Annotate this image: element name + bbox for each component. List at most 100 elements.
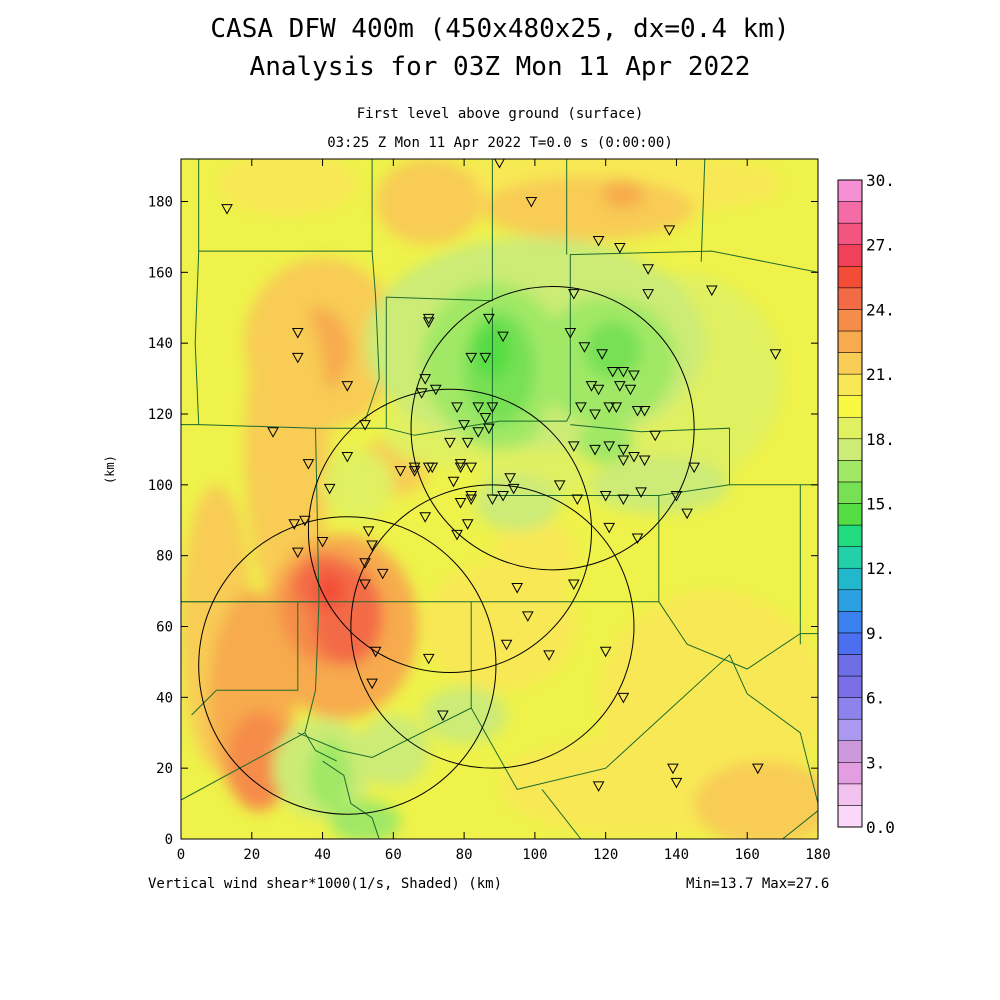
map-title: CASA DFW 400m (450x480x25, dx=0.4 km)	[210, 14, 790, 44]
shear-blob	[421, 562, 578, 691]
station-marker	[267, 427, 279, 438]
station-marker	[341, 381, 354, 392]
y-tick-label: 0	[165, 832, 173, 848]
station-marker	[494, 159, 505, 169]
colorbar-swatch	[837, 266, 863, 289]
station-marker	[376, 568, 389, 580]
colorbar-swatch	[837, 675, 863, 698]
station-marker	[221, 204, 233, 215]
colorbar-swatch	[837, 762, 863, 785]
station-marker	[670, 490, 683, 502]
station-marker	[635, 487, 647, 498]
station-marker	[394, 466, 407, 477]
colorbar-swatch	[837, 524, 863, 547]
colorbar-swatch	[837, 567, 863, 591]
shear-blob	[421, 686, 507, 744]
station-marker	[564, 328, 577, 339]
colorbar-label: 18.	[866, 430, 895, 449]
station-marker	[359, 558, 371, 569]
station-marker	[454, 462, 467, 474]
station-marker	[437, 710, 449, 722]
station-marker	[359, 579, 371, 591]
station-marker	[628, 452, 640, 463]
colorbar-swatch	[837, 222, 863, 245]
station-marker	[465, 490, 478, 502]
min-max-readout: Min=13.7 Max=27.6	[686, 876, 830, 892]
station-marker	[447, 476, 460, 488]
county-line	[386, 250, 818, 436]
station-marker	[483, 423, 495, 435]
colorbar-label: 30.	[866, 171, 895, 190]
station-marker	[521, 611, 534, 622]
colorbar-label: 0.0	[866, 818, 895, 837]
colorbar-swatch	[837, 654, 863, 677]
colorbar-label: 12.	[866, 559, 895, 578]
station-marker	[451, 402, 463, 413]
x-tick-label: 180	[805, 847, 830, 863]
station-marker	[610, 402, 623, 413]
plot-frame	[180, 158, 819, 840]
station-marker	[567, 441, 580, 452]
county-line	[315, 159, 493, 429]
station-marker	[624, 384, 637, 396]
county-boundaries	[181, 159, 818, 839]
station-marker	[511, 583, 524, 594]
station-marker	[769, 349, 782, 360]
station-marker	[422, 317, 435, 328]
station-marker	[486, 494, 499, 506]
station-marker	[667, 763, 679, 775]
station-marker	[606, 367, 619, 378]
station-marker	[751, 763, 764, 775]
station-marker	[497, 331, 509, 343]
shear-blob	[216, 159, 358, 216]
y-axis: 0 20 40 60 80 100 120 140 160 180	[148, 195, 818, 848]
colorbar-label: 24.	[866, 300, 895, 319]
station-marker	[631, 405, 644, 417]
station-marker	[422, 313, 435, 325]
station-marker	[507, 483, 520, 495]
station-marker	[486, 402, 499, 413]
colorbar-label: 6.	[866, 689, 885, 708]
shear-blob	[474, 474, 560, 531]
station-marker	[465, 462, 478, 474]
station-marker	[567, 579, 580, 591]
colorbar-swatch	[837, 718, 863, 741]
colorbar-swatch	[837, 632, 863, 655]
county-line	[700, 159, 706, 262]
y-tick-label: 40	[156, 690, 173, 706]
colorbar-swatch	[837, 740, 863, 763]
y-tick-label: 120	[148, 407, 173, 423]
station-marker	[642, 264, 654, 275]
y-tick-label: 60	[156, 620, 173, 636]
shear-blob	[357, 715, 429, 786]
colorbar-swatch	[837, 373, 863, 396]
x-tick-label: 100	[522, 847, 547, 863]
colorbar-swatch	[837, 611, 863, 634]
colorbar-label: 9.	[866, 624, 885, 643]
county-line	[297, 707, 472, 759]
colorbar-swatch	[837, 589, 863, 612]
county-line	[364, 251, 380, 422]
y-tick-label: 80	[156, 549, 173, 565]
county-line	[181, 251, 200, 426]
station-marker	[628, 370, 640, 382]
county-line	[191, 601, 299, 716]
colorbar-swatch	[837, 244, 863, 267]
county-line	[181, 601, 320, 801]
colorbar-swatch	[837, 438, 863, 461]
field-blobs	[181, 159, 818, 839]
station-marker	[415, 388, 428, 399]
analysis-time-title: Analysis for 03Z Mon 11 Apr 2022	[249, 52, 751, 82]
station-marker	[419, 512, 432, 523]
station-marker	[472, 402, 485, 413]
county-line	[541, 789, 582, 839]
station-marker	[613, 243, 626, 254]
colorbar-label: 27.	[866, 236, 895, 255]
colorbar-swatch	[837, 546, 863, 569]
radar-ring	[198, 516, 497, 815]
colorbar-swatch	[837, 330, 863, 353]
station-marker	[479, 352, 492, 364]
colorbar-swatch	[837, 395, 863, 418]
y-tick-label: 180	[148, 195, 173, 211]
radar-ring	[410, 286, 695, 571]
